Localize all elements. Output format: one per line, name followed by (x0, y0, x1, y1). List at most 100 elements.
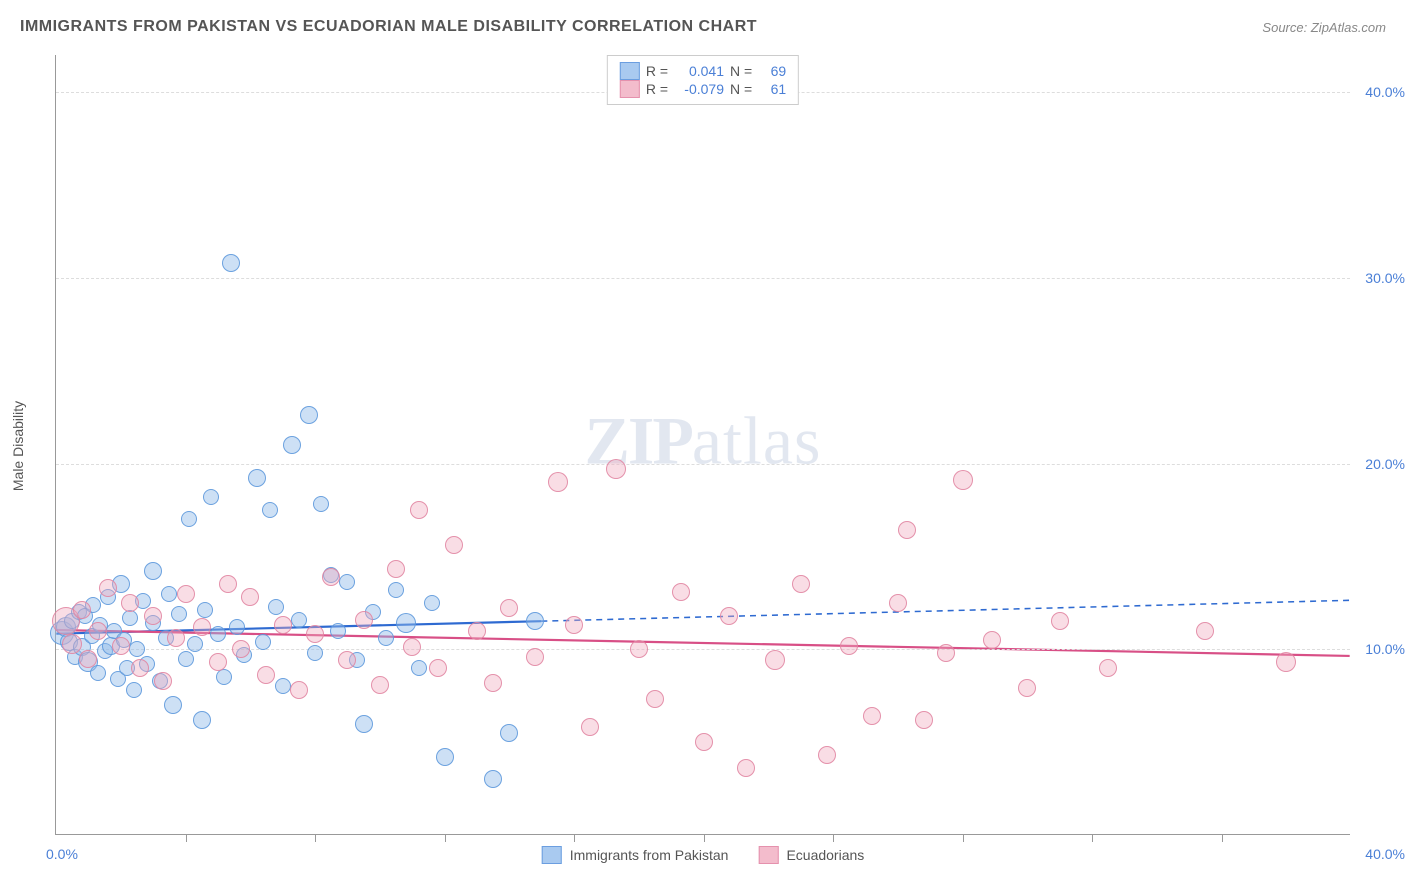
data-point (630, 640, 648, 658)
data-point (396, 613, 416, 633)
r-value-blue: 0.041 (674, 63, 724, 79)
data-point (229, 619, 245, 635)
data-point (606, 459, 626, 479)
data-point (255, 634, 271, 650)
xtick (963, 834, 964, 842)
legend-swatch-pink-icon (758, 846, 778, 864)
legend-label-pink: Ecuadorians (786, 847, 864, 863)
data-point (646, 690, 664, 708)
data-point (953, 470, 973, 490)
data-point (154, 672, 172, 690)
data-point (193, 711, 211, 729)
r-label: R = (646, 81, 668, 97)
source-name: ZipAtlas.com (1311, 20, 1386, 35)
xtick (186, 834, 187, 842)
data-point (193, 618, 211, 636)
data-point (429, 659, 447, 677)
legend-label-blue: Immigrants from Pakistan (570, 847, 729, 863)
gridline-h (56, 278, 1350, 279)
data-point (99, 579, 117, 597)
n-label: N = (730, 81, 752, 97)
ytick-label: 10.0% (1355, 641, 1405, 657)
data-point (290, 681, 308, 699)
data-point (283, 436, 301, 454)
data-point (1099, 659, 1117, 677)
legend-swatch-blue-icon (542, 846, 562, 864)
data-point (526, 612, 544, 630)
header: IMMIGRANTS FROM PAKISTAN VS ECUADORIAN M… (20, 18, 1386, 36)
legend-swatch-pink (620, 80, 640, 98)
x-start-label: 0.0% (46, 846, 78, 862)
data-point (1196, 622, 1214, 640)
xtick (445, 834, 446, 842)
data-point (79, 650, 97, 668)
watermark-atlas: atlas (692, 402, 822, 478)
xtick (833, 834, 834, 842)
data-point (468, 622, 486, 640)
data-point (737, 759, 755, 777)
data-point (121, 594, 139, 612)
data-point (89, 622, 107, 640)
data-point (187, 636, 203, 652)
data-point (306, 625, 324, 643)
data-point (248, 469, 266, 487)
data-point (983, 631, 1001, 649)
data-point (500, 724, 518, 742)
ytick-label: 30.0% (1355, 270, 1405, 286)
data-point (387, 560, 405, 578)
data-point (73, 601, 91, 619)
xtick (1222, 834, 1223, 842)
data-point (355, 715, 373, 733)
trend-lines (56, 55, 1350, 834)
data-point (313, 496, 329, 512)
source-prefix: Source: (1262, 20, 1307, 35)
legend-swatch-blue (620, 62, 640, 80)
data-point (765, 650, 785, 670)
xtick (574, 834, 575, 842)
data-point (161, 586, 177, 602)
page-title: IMMIGRANTS FROM PAKISTAN VS ECUADORIAN M… (20, 18, 757, 36)
data-point (126, 682, 142, 698)
legend-row-pink: R = -0.079 N = 61 (620, 80, 786, 98)
data-point (339, 574, 355, 590)
legend-row-blue: R = 0.041 N = 69 (620, 62, 786, 80)
data-point (403, 638, 421, 656)
xtick (315, 834, 316, 842)
correlation-legend: R = 0.041 N = 69 R = -0.079 N = 61 (607, 55, 799, 105)
data-point (378, 630, 394, 646)
data-point (62, 634, 82, 654)
source-attribution: Source: ZipAtlas.com (1262, 20, 1386, 35)
data-point (445, 536, 463, 554)
data-point (526, 648, 544, 666)
legend-item-blue: Immigrants from Pakistan (542, 846, 729, 864)
data-point (178, 651, 194, 667)
data-point (863, 707, 881, 725)
data-point (565, 616, 583, 634)
data-point (322, 568, 340, 586)
data-point (222, 254, 240, 272)
data-point (672, 583, 690, 601)
data-point (131, 659, 149, 677)
ytick-label: 20.0% (1355, 456, 1405, 472)
n-value-pink: 61 (758, 81, 786, 97)
data-point (355, 611, 373, 629)
n-value-blue: 69 (758, 63, 786, 79)
data-point (219, 575, 237, 593)
data-point (90, 665, 106, 681)
data-point (388, 582, 404, 598)
gridline-h (56, 464, 1350, 465)
data-point (338, 651, 356, 669)
data-point (144, 562, 162, 580)
data-point (840, 637, 858, 655)
data-point (171, 606, 187, 622)
data-point (268, 599, 284, 615)
data-point (232, 640, 250, 658)
scatter-chart: ZIPatlas R = 0.041 N = 69 R = -0.079 N =… (55, 55, 1350, 835)
data-point (411, 660, 427, 676)
data-point (1276, 652, 1296, 672)
data-point (241, 588, 259, 606)
n-label: N = (730, 63, 752, 79)
series-legend: Immigrants from Pakistan Ecuadorians (542, 846, 865, 864)
data-point (275, 678, 291, 694)
watermark-zip: ZIP (585, 402, 692, 478)
